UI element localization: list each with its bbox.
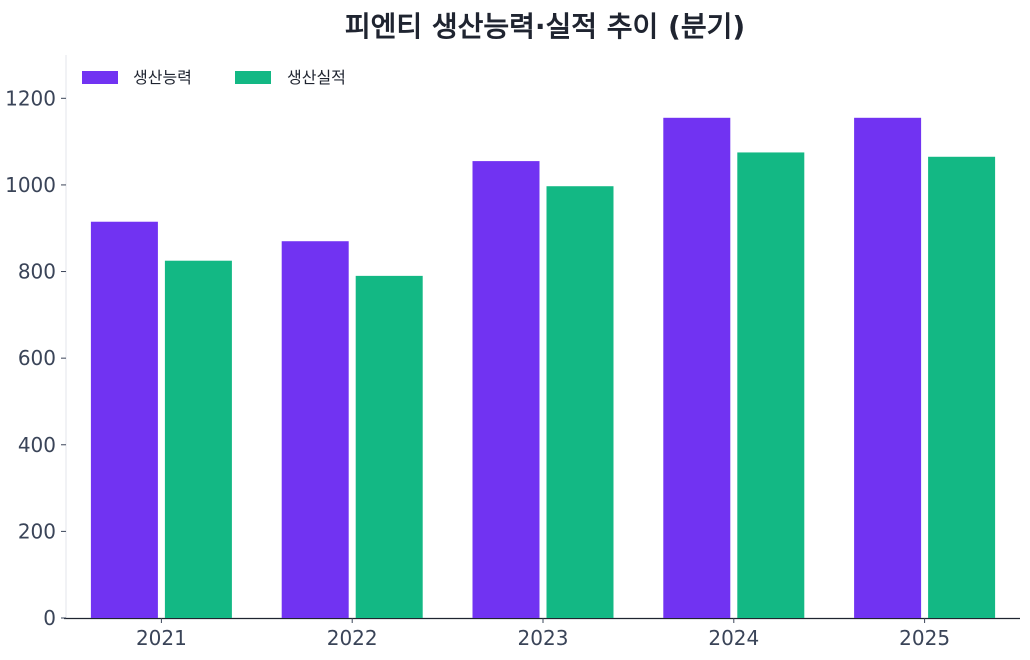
bar-output-2023 xyxy=(546,186,614,619)
x-tick-label: 2022 xyxy=(327,626,378,650)
y-tick-label: 0 xyxy=(43,606,56,630)
legend-label-output: 생산실적 xyxy=(287,68,346,87)
bar-capacity-2022 xyxy=(281,241,349,618)
y-axis: 0 200 400 600 800 1000 1200 xyxy=(5,86,66,630)
y-tick-label: 1000 xyxy=(5,173,56,197)
legend-swatch-output xyxy=(235,71,271,84)
legend-label-capacity: 생산능력 xyxy=(133,68,192,87)
legend: 생산능력 생산실적 xyxy=(82,68,346,87)
y-tick-label: 600 xyxy=(18,346,56,370)
bar-capacity-2021 xyxy=(90,221,158,618)
x-tick-label: 2024 xyxy=(708,626,759,650)
y-tick-label: 200 xyxy=(18,519,56,543)
chart-title: 피엔티 생산능력·실적 추이 (분기) xyxy=(345,10,745,43)
bar-output-2021 xyxy=(164,260,232,618)
bar-capacity-2023 xyxy=(472,161,540,618)
legend-swatch-capacity xyxy=(82,71,118,84)
bar-output-2025 xyxy=(928,156,996,618)
y-tick-label: 400 xyxy=(18,433,56,457)
bar-capacity-2024 xyxy=(663,117,731,619)
bars xyxy=(90,117,996,619)
bar-output-2022 xyxy=(355,275,423,618)
y-tick-label: 800 xyxy=(18,260,56,284)
bar-output-2024 xyxy=(737,152,805,618)
x-axis: 2021 2022 2023 2024 2025 xyxy=(136,618,950,650)
x-tick-label: 2023 xyxy=(518,626,569,650)
x-tick-label: 2021 xyxy=(136,626,187,650)
x-tick-label: 2025 xyxy=(899,626,950,650)
bar-capacity-2025 xyxy=(854,117,922,619)
y-tick-label: 1200 xyxy=(5,86,56,110)
